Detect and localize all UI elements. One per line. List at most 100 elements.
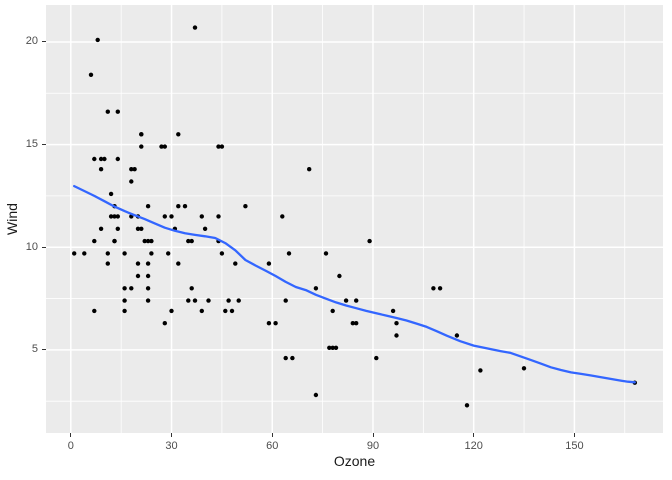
data-point: [112, 238, 117, 244]
data-point: [367, 238, 372, 244]
data-point: [307, 167, 312, 172]
data-point: [108, 191, 114, 197]
plot-canvas: [46, 5, 663, 433]
data-point: [219, 144, 225, 149]
data-point: [162, 321, 167, 326]
data-point: [219, 251, 225, 256]
data-point: [286, 251, 292, 256]
data-point: [122, 308, 127, 314]
data-point: [169, 308, 174, 314]
data-point: [122, 298, 127, 303]
data-point: [199, 308, 204, 314]
x-tick-label: 0: [67, 440, 74, 452]
x-tick-mark: [271, 433, 273, 437]
data-point: [176, 132, 181, 137]
x-tick-mark: [372, 433, 374, 437]
data-point: [192, 298, 198, 303]
data-point: [478, 368, 483, 373]
data-point: [145, 238, 151, 244]
data-point: [186, 238, 191, 244]
x-tick-label: 120: [464, 440, 483, 452]
data-point: [169, 214, 174, 219]
data-point: [145, 204, 151, 209]
x-tick-mark: [70, 433, 72, 437]
data-point: [394, 333, 399, 338]
data-point: [159, 144, 164, 149]
data-point: [464, 403, 470, 408]
data-point: [330, 308, 335, 314]
x-tick-mark: [171, 433, 172, 437]
data-point: [236, 298, 241, 303]
data-point: [139, 144, 144, 149]
data-point: [115, 214, 121, 219]
x-tick-label: 90: [366, 440, 380, 452]
data-point: [330, 345, 335, 350]
x-tick-label: 30: [165, 440, 178, 452]
data-point: [129, 167, 134, 172]
data-point: [145, 286, 151, 291]
data-point: [233, 261, 238, 266]
data-point: [189, 286, 194, 291]
data-point: [354, 298, 359, 303]
data-point: [337, 273, 342, 279]
data-point: [82, 251, 87, 256]
data-point: [162, 144, 167, 149]
y-tick-label: 20: [25, 35, 38, 48]
data-point: [350, 321, 355, 326]
y-tick-label: 10: [25, 240, 38, 253]
data-point: [229, 308, 235, 314]
data-point: [290, 355, 295, 361]
data-point: [92, 308, 97, 314]
data-point: [98, 156, 104, 162]
data-point: [132, 167, 137, 172]
data-point: [92, 156, 97, 162]
y-tick-mark: [42, 144, 46, 146]
data-point: [283, 298, 288, 303]
data-point: [283, 355, 288, 361]
data-point: [374, 355, 379, 361]
data-point: [135, 273, 141, 279]
data-point: [333, 345, 339, 350]
x-axis-title: Ozone: [333, 453, 376, 469]
data-point: [313, 286, 319, 291]
data-point: [521, 366, 527, 371]
data-point: [182, 204, 188, 209]
data-point: [135, 261, 141, 266]
data-point: [454, 333, 460, 338]
y-tick-mark: [42, 41, 46, 43]
data-point: [394, 321, 399, 326]
data-point: [95, 37, 100, 43]
data-point: [98, 167, 104, 172]
data-point: [145, 298, 151, 303]
data-point: [112, 214, 117, 219]
data-point: [223, 308, 228, 314]
data-point: [323, 251, 329, 256]
data-point: [72, 251, 77, 256]
x-tick-mark: [573, 433, 575, 437]
y-axis-title: Wind: [4, 203, 20, 235]
data-point: [343, 298, 349, 303]
data-point: [313, 392, 319, 398]
data-point: [266, 321, 272, 326]
data-point: [186, 298, 191, 303]
data-point: [115, 109, 121, 114]
y-tick-label: 15: [25, 138, 38, 151]
data-point: [139, 132, 144, 137]
y-tick-mark: [42, 246, 46, 248]
data-point: [145, 261, 151, 266]
y-tick-mark: [42, 349, 46, 351]
data-point: [243, 204, 248, 209]
data-point: [166, 251, 171, 256]
data-point: [135, 226, 141, 231]
data-point: [149, 238, 154, 244]
data-point: [88, 72, 94, 78]
x-tick-label: 150: [565, 440, 584, 452]
data-point: [108, 214, 114, 219]
data-point: [139, 226, 144, 231]
x-tick-label: 60: [266, 440, 279, 452]
data-point: [216, 144, 221, 149]
data-point: [199, 214, 204, 219]
data-point: [273, 321, 278, 326]
data-point: [266, 261, 272, 266]
data-point: [202, 226, 208, 231]
